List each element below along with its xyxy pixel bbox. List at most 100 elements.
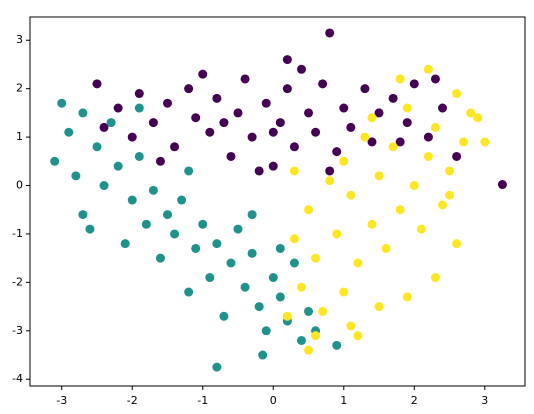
point xyxy=(113,161,123,171)
point xyxy=(304,205,314,215)
point xyxy=(92,142,102,152)
y-tick-label: -3 xyxy=(12,324,23,337)
point xyxy=(473,113,483,123)
point xyxy=(163,210,172,220)
point xyxy=(325,166,335,176)
point xyxy=(452,239,462,249)
point xyxy=(64,127,74,137)
point xyxy=(127,195,137,205)
point xyxy=(85,224,95,234)
point xyxy=(212,93,222,103)
point xyxy=(353,331,363,341)
point xyxy=(275,292,285,302)
point xyxy=(409,79,419,89)
point xyxy=(120,239,130,249)
point xyxy=(339,287,349,297)
point xyxy=(416,224,426,234)
point xyxy=(177,195,187,205)
point xyxy=(50,156,60,166)
point xyxy=(240,74,250,84)
point xyxy=(452,151,462,161)
point xyxy=(247,132,257,142)
point xyxy=(423,132,433,142)
plot-frame xyxy=(29,16,526,387)
point xyxy=(374,302,384,312)
point xyxy=(254,302,264,312)
point xyxy=(198,219,208,229)
point xyxy=(92,79,102,89)
point xyxy=(289,166,299,176)
point xyxy=(325,176,335,186)
point xyxy=(459,137,469,147)
point xyxy=(296,282,306,292)
point xyxy=(254,166,264,176)
point xyxy=(332,340,342,350)
point xyxy=(226,151,236,161)
point xyxy=(170,142,180,152)
point xyxy=(388,142,398,152)
point xyxy=(134,103,144,113)
y-tick-label: 1 xyxy=(16,130,23,143)
point xyxy=(353,258,363,268)
point xyxy=(480,137,490,147)
point xyxy=(198,69,208,79)
point xyxy=(430,74,440,84)
point xyxy=(219,118,229,128)
point xyxy=(445,190,455,200)
point xyxy=(99,181,109,191)
y-tick-label: -2 xyxy=(12,275,23,288)
point xyxy=(289,258,299,268)
point xyxy=(184,166,194,176)
point xyxy=(268,273,278,283)
point xyxy=(184,84,194,94)
point xyxy=(113,103,123,113)
point xyxy=(318,79,328,89)
point xyxy=(466,108,476,118)
point xyxy=(430,273,440,283)
y-tick-label: 3 xyxy=(16,33,23,46)
point xyxy=(99,122,109,132)
x-tick-label: -2 xyxy=(127,394,138,407)
point xyxy=(127,132,137,142)
point xyxy=(409,181,419,191)
point xyxy=(170,229,180,239)
point xyxy=(325,28,335,38)
point xyxy=(374,171,384,181)
y-tick-label: 2 xyxy=(16,82,23,95)
point xyxy=(268,127,278,137)
point xyxy=(219,311,229,321)
point xyxy=(155,253,165,263)
point xyxy=(388,93,398,103)
y-tick-label: -1 xyxy=(12,227,23,240)
point xyxy=(275,118,285,128)
point xyxy=(106,118,116,128)
point xyxy=(78,210,88,220)
y-tick-label: 0 xyxy=(16,179,23,192)
point xyxy=(205,127,215,137)
point xyxy=(233,108,243,118)
point xyxy=(304,108,314,118)
point xyxy=(367,113,377,123)
x-tick-label: 0 xyxy=(270,394,277,407)
point xyxy=(184,287,194,297)
x-tick-label: -3 xyxy=(56,394,67,407)
point xyxy=(134,89,144,99)
x-tick-label: 2 xyxy=(411,394,418,407)
point xyxy=(226,258,236,268)
point xyxy=(395,74,405,84)
x-tick-label: -1 xyxy=(197,394,208,407)
point xyxy=(240,282,250,292)
point xyxy=(318,306,328,316)
point xyxy=(438,200,447,210)
point xyxy=(311,127,321,137)
point xyxy=(346,321,356,331)
y-tick-label: -4 xyxy=(12,372,23,385)
point xyxy=(275,243,285,253)
point xyxy=(339,103,349,113)
point xyxy=(296,335,306,345)
point xyxy=(289,234,299,244)
point xyxy=(57,98,67,108)
point xyxy=(402,118,412,128)
point xyxy=(261,98,271,108)
